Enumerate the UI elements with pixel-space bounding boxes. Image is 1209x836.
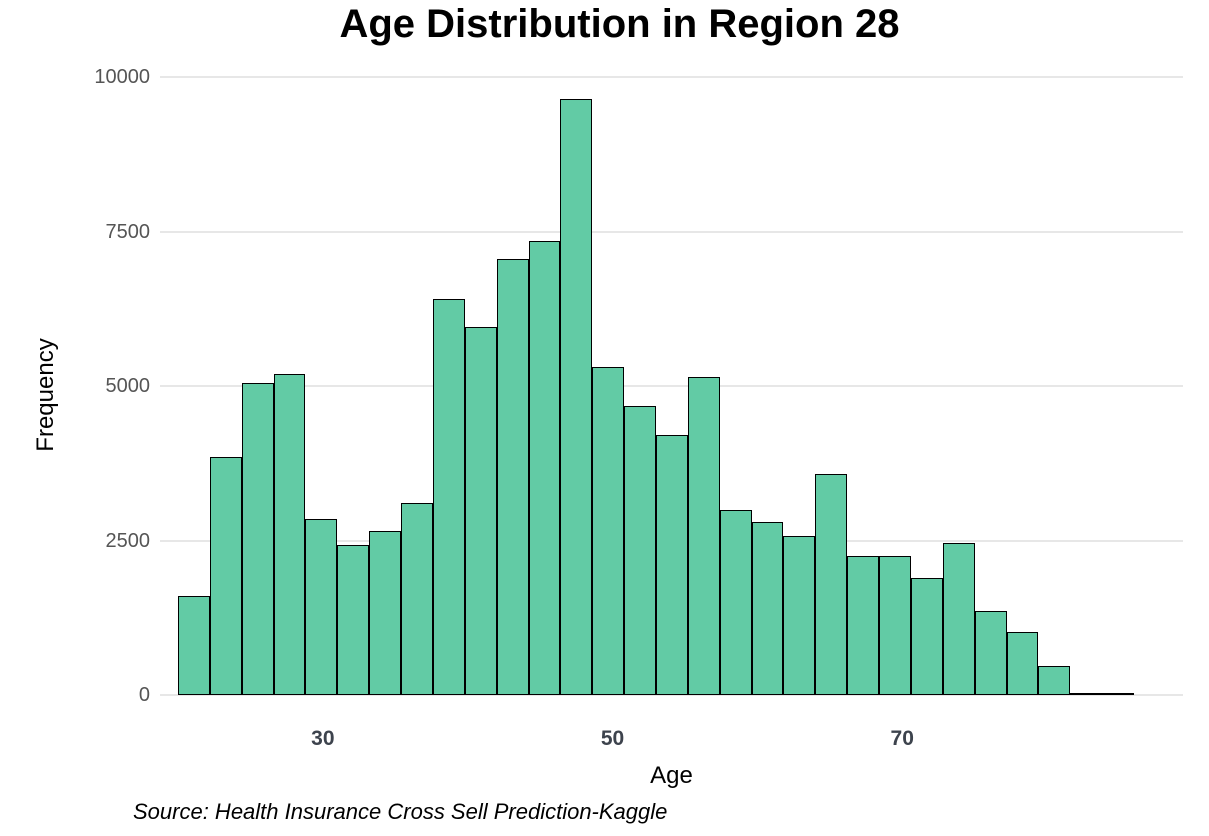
histogram-bar xyxy=(1006,631,1039,695)
histogram-bar xyxy=(401,503,433,695)
x-tick-label-50: 50 xyxy=(600,727,625,750)
histogram-bar xyxy=(942,542,975,695)
histogram-bar xyxy=(624,406,656,695)
histogram-bar xyxy=(273,373,306,695)
histogram-bar xyxy=(496,259,529,695)
histogram-bar xyxy=(528,240,561,695)
histogram-bar xyxy=(656,435,688,695)
histogram-bar xyxy=(687,376,720,695)
histogram-bar xyxy=(847,555,880,695)
histogram-bar xyxy=(783,535,816,695)
gridline-y-5000 xyxy=(160,385,1183,387)
gridline-y-7500 xyxy=(160,230,1183,233)
y-tick-label-5000: 5000 xyxy=(105,375,151,397)
gridline-y-0 xyxy=(160,694,1183,696)
histogram-bar xyxy=(241,382,274,695)
gridline-y-10000 xyxy=(160,76,1183,78)
chart-title: Age Distribution in Region 28 xyxy=(339,2,900,46)
histogram-bar xyxy=(751,521,784,695)
histogram-bar xyxy=(369,531,402,695)
histogram-bar xyxy=(432,299,465,695)
histogram-bar xyxy=(815,474,848,695)
histogram-bar xyxy=(178,596,210,695)
histogram-bar xyxy=(592,367,625,695)
x-tick-label-30: 30 xyxy=(311,727,335,750)
x-tick-label-70: 70 xyxy=(890,727,914,750)
histogram-bar xyxy=(560,98,593,695)
y-tick-label-0: 0 xyxy=(138,684,150,706)
histogram-bar xyxy=(305,518,338,695)
y-tick-label-7500: 7500 xyxy=(105,220,151,243)
source-note: Source: Health Insurance Cross Sell Pred… xyxy=(133,799,668,824)
histogram-bar xyxy=(1038,665,1071,695)
histogram-bar xyxy=(464,327,497,695)
y-tick-label-2500: 2500 xyxy=(105,529,151,552)
histogram-bar xyxy=(879,555,911,695)
x-axis-title: Age xyxy=(650,762,693,789)
y-tick-label-10000: 10000 xyxy=(94,66,150,88)
histogram-bar xyxy=(974,610,1007,695)
histogram-bar xyxy=(1070,693,1103,695)
histogram-bar xyxy=(910,577,943,695)
histogram-bar xyxy=(209,457,242,695)
histogram-bar xyxy=(1102,693,1134,695)
histogram-bar xyxy=(337,544,370,695)
histogram-bar xyxy=(719,509,752,695)
